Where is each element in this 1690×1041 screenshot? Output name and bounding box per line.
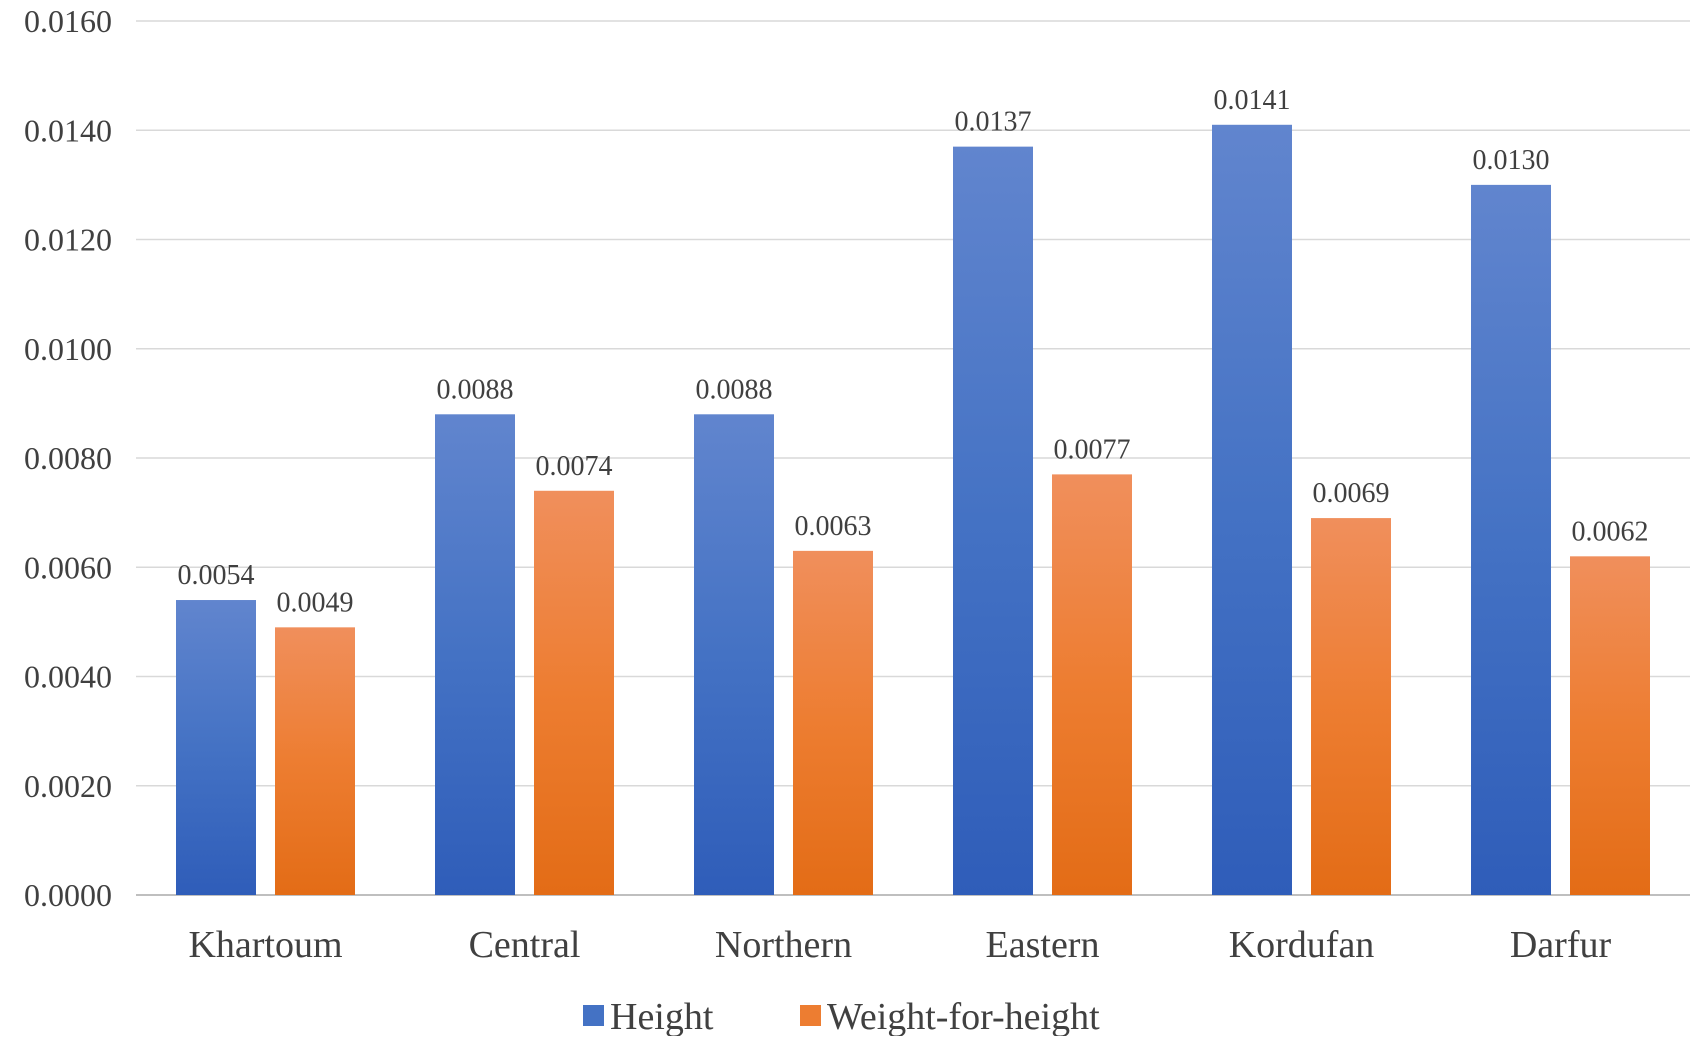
bar-height-northern	[694, 414, 774, 895]
bar-weight-for-height-eastern	[1052, 474, 1132, 895]
y-tick-label: 0.0000	[24, 877, 112, 913]
y-tick-label: 0.0080	[24, 440, 112, 476]
x-tick-label: Eastern	[986, 924, 1100, 966]
legend-label: Weight-for-height	[827, 996, 1100, 1036]
data-label: 0.0077	[1054, 434, 1131, 465]
legend-swatch	[583, 1005, 604, 1026]
data-label: 0.0063	[795, 511, 872, 542]
bar-height-kordufan	[1212, 124, 1292, 896]
data-label: 0.0062	[1572, 516, 1649, 547]
bar-weight-for-height-darfur	[1570, 556, 1650, 895]
bar-height-eastern	[953, 146, 1033, 895]
y-tick-label: 0.0140	[24, 112, 112, 148]
bar-weight-for-height-kordufan	[1311, 518, 1391, 895]
data-label: 0.0088	[696, 374, 773, 405]
y-tick-label: 0.0040	[24, 659, 112, 695]
data-label: 0.0069	[1313, 478, 1390, 509]
bar-weight-for-height-northern	[793, 550, 873, 895]
data-label: 0.0054	[178, 560, 255, 591]
gridlines	[136, 20, 1690, 896]
data-labels: 0.0054 0.0049 0.0088 0.0074 0.0088 0.0063 0.01…	[178, 85, 1649, 619]
data-label: 0.0074	[536, 451, 613, 482]
data-label: 0.0049	[277, 587, 354, 618]
x-tick-label: Khartoum	[188, 924, 342, 966]
data-label: 0.0137	[955, 107, 1032, 138]
y-tick-label: 0.0100	[24, 331, 112, 367]
y-tick-label: 0.0160	[24, 3, 112, 39]
legend-swatch	[800, 1005, 821, 1026]
data-label: 0.0141	[1214, 85, 1291, 116]
bars	[176, 124, 1650, 896]
y-axis-ticks: 0.0000 0.0020 0.0040 0.0060 0.0080 0.0100 0.01…	[24, 3, 112, 913]
y-tick-label: 0.0120	[24, 222, 112, 258]
bar-weight-for-height-central	[534, 490, 614, 895]
x-tick-label: Northern	[715, 924, 852, 966]
x-axis-ticks: Khartoum Central Northern Eastern Kordufan Da…	[188, 924, 1611, 966]
y-tick-label: 0.0020	[24, 768, 112, 804]
bar-height-khartoum	[176, 600, 256, 895]
x-tick-label: Central	[469, 924, 581, 966]
data-label: 0.0130	[1473, 145, 1550, 176]
legend-label: Height	[610, 996, 714, 1036]
x-tick-label: Darfur	[1510, 924, 1612, 966]
y-tick-label: 0.0060	[24, 549, 112, 585]
x-tick-label: Kordufan	[1229, 924, 1375, 966]
bar-weight-for-height-khartoum	[275, 627, 355, 895]
data-label: 0.0088	[437, 374, 514, 405]
legend: Height Weight-for-height	[583, 996, 1100, 1038]
bar-height-central	[435, 414, 515, 895]
bar-height-darfur	[1471, 184, 1551, 895]
